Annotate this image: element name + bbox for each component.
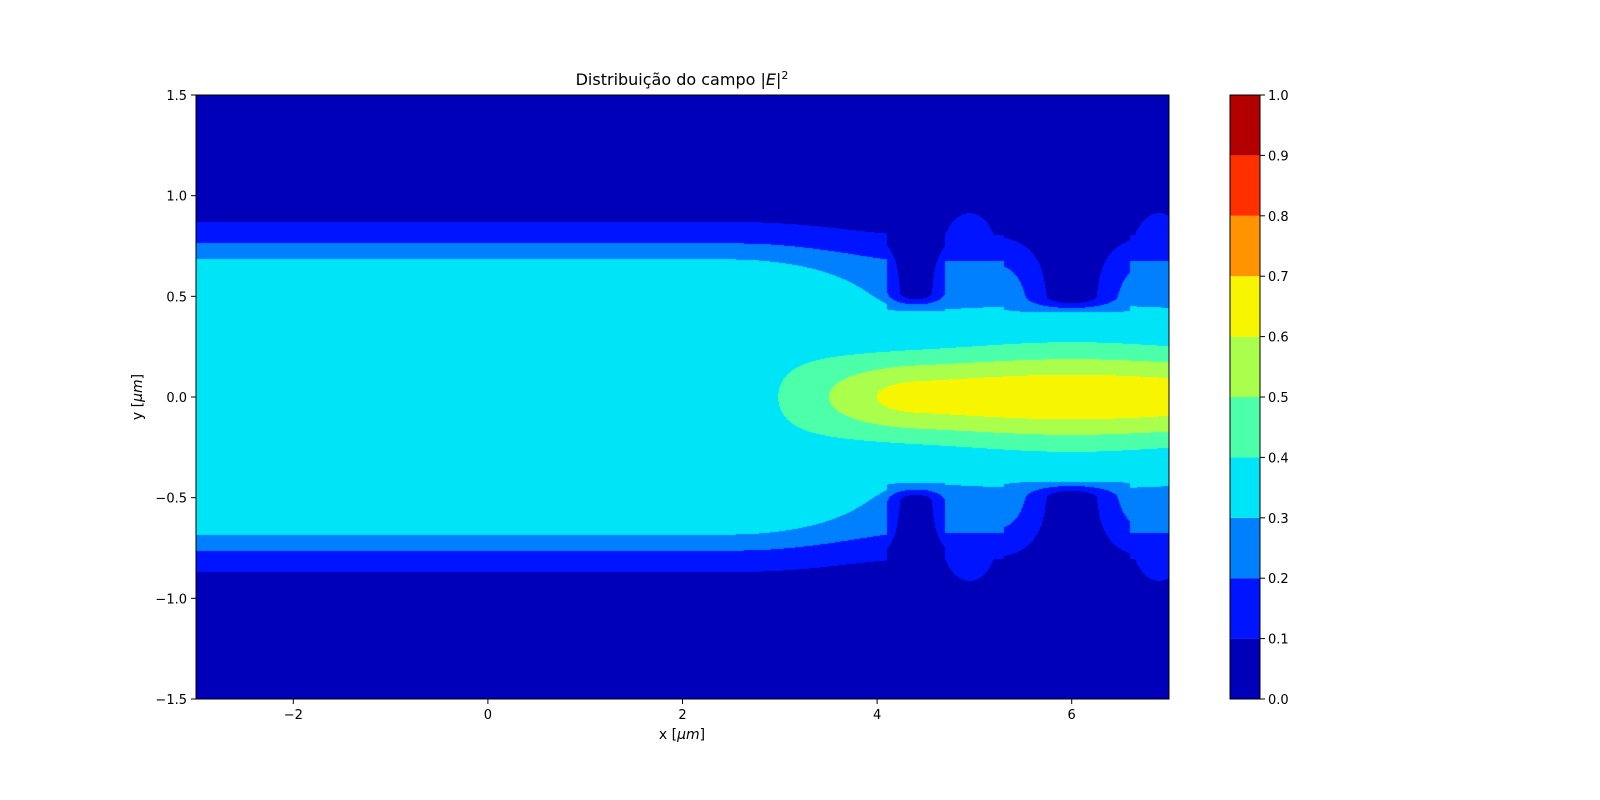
colorbar-tick-label: 0.6 <box>1268 331 1289 346</box>
colorbar-tick-label: 0.7 <box>1268 270 1289 285</box>
y-tick-label: −1.5 <box>155 693 187 708</box>
x-tick-label: 0 <box>484 708 492 723</box>
colorbar-segment <box>1230 578 1260 639</box>
y-tick-label: −0.5 <box>155 492 187 507</box>
colorbar-tick-label: 0.1 <box>1268 633 1289 648</box>
colorbar: 0.0 0.1 0.2 0.3 0.4 0.5 0.6 0.7 0.8 0.9 1.0 <box>1229 89 1289 708</box>
colorbar-segment <box>1230 95 1260 156</box>
contour-plot-area <box>195 94 1170 700</box>
x-axis-label: x [μm] <box>659 727 705 743</box>
chart-title-text: Distribuição do campo |E|2 <box>576 69 789 90</box>
x-axis: −2 0 2 4 6 <box>284 699 1076 723</box>
colorbar-tick-label: 0.0 <box>1268 693 1289 708</box>
colorbar-tick-label: 1.0 <box>1268 89 1289 104</box>
colorbar-segment <box>1230 155 1260 216</box>
x-tick-label: 2 <box>678 708 686 723</box>
colorbar-tick-label: 0.3 <box>1268 512 1289 527</box>
colorbar-tick-label: 0.5 <box>1268 391 1289 406</box>
chart-title: Distribuição do campo |E|2 <box>576 69 789 90</box>
colorbar-segment <box>1230 336 1260 397</box>
y-axis: −1.5 −1.0 −0.5 0.0 0.5 1.0 1.5 <box>155 89 196 708</box>
contour-field-image <box>196 95 1169 699</box>
y-axis-label: y [μm] <box>130 374 146 420</box>
colorbar-tick-label: 0.2 <box>1268 572 1289 587</box>
y-tick-label: 1.0 <box>166 190 187 205</box>
colorbar-segment <box>1230 457 1260 518</box>
y-tick-label: 0.0 <box>166 391 187 406</box>
y-tick-label: 1.5 <box>166 89 187 104</box>
x-tick-label: 4 <box>873 708 881 723</box>
y-tick-label: −1.0 <box>155 592 187 607</box>
colorbar-segment <box>1230 276 1260 337</box>
y-tick-label: 0.5 <box>166 290 187 305</box>
colorbar-segment <box>1230 517 1260 579</box>
colorbar-tick-label: 0.4 <box>1268 451 1289 466</box>
colorbar-segment <box>1230 397 1260 458</box>
colorbar-tick-label: 0.8 <box>1268 210 1289 225</box>
colorbar-segment <box>1230 215 1260 277</box>
x-tick-label: 6 <box>1068 708 1076 723</box>
x-tick-label: −2 <box>284 708 303 723</box>
colorbar-segment <box>1230 638 1260 699</box>
colorbar-tick-label: 0.9 <box>1268 149 1289 164</box>
